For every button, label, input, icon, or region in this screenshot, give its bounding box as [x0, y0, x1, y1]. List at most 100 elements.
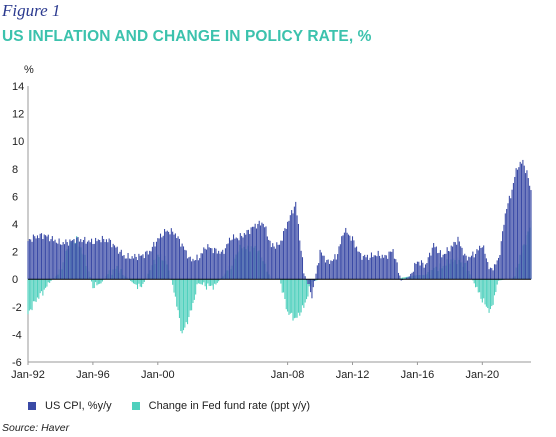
cpi-bar	[42, 239, 44, 280]
cpi-bar	[301, 257, 304, 280]
legend-item-cpi: US CPI, %y/y	[28, 400, 112, 412]
cpi-bar	[35, 238, 37, 280]
cpi-bar	[445, 253, 447, 280]
cpi-bar	[127, 252, 129, 280]
fed-bar	[215, 279, 217, 285]
cpi-bar	[228, 237, 231, 280]
cpi-bar	[308, 279, 310, 285]
cpi-bar	[307, 279, 309, 285]
cpi-bar	[195, 259, 197, 280]
cpi-bar	[389, 251, 391, 280]
fed-bar	[487, 279, 489, 309]
cpi-bar	[297, 223, 299, 280]
fed-bar	[481, 279, 483, 303]
cpi-bar	[164, 228, 166, 280]
cpi-bar	[209, 247, 212, 280]
fed-bar	[35, 279, 37, 302]
y-tick-label: 12	[12, 109, 24, 121]
cpi-bar	[475, 253, 477, 280]
cpi-bar	[46, 236, 48, 280]
cpi-bar	[142, 254, 144, 280]
source-note: Source: Haver	[2, 422, 70, 434]
cpi-bar	[222, 249, 224, 280]
cpi-bar	[429, 252, 431, 280]
cpi-bar	[496, 260, 498, 280]
cpi-bar	[185, 250, 187, 280]
fed-bar	[96, 279, 98, 286]
fed-bar	[30, 279, 32, 310]
cpi-bar	[74, 243, 76, 280]
cpi-bar	[323, 255, 325, 280]
cpi-bar	[100, 242, 102, 280]
cpi-bar	[288, 220, 290, 280]
cpi-bar	[162, 235, 164, 280]
fed-bar	[209, 279, 212, 286]
cpi-bar	[284, 228, 286, 280]
cpi-bar	[519, 161, 521, 280]
cpi-bar	[80, 239, 82, 280]
fed-bar	[498, 279, 500, 281]
cpi-bar	[381, 254, 383, 280]
cpi-bar	[274, 248, 276, 280]
y-tick-label: 8	[12, 164, 18, 176]
y-tick-label: 0	[12, 274, 18, 286]
cpi-bar	[72, 240, 74, 280]
cpi-bar	[420, 260, 423, 280]
cpi-bar	[337, 254, 339, 280]
cpi-bar	[238, 240, 240, 280]
cpi-bar	[335, 259, 337, 280]
cpi-bar	[342, 235, 344, 280]
cpi-bar	[399, 275, 401, 280]
x-tick-label: Jan-08	[271, 369, 305, 381]
cpi-bar	[388, 251, 390, 280]
fed-bar	[292, 279, 294, 321]
figure-label: Figure 1	[2, 1, 61, 20]
cpi-bar	[270, 247, 272, 280]
cpi-bar	[518, 167, 520, 280]
cpi-bar	[77, 237, 79, 280]
cpi-bar	[326, 259, 328, 280]
cpi-bar	[400, 279, 402, 281]
fed-bar	[99, 279, 101, 284]
cpi-bar	[85, 243, 87, 280]
cpi-bar	[173, 234, 175, 280]
cpi-bar	[511, 189, 513, 280]
cpi-bar	[387, 258, 389, 280]
fed-bar	[34, 279, 36, 302]
cpi-bar	[76, 237, 78, 280]
fed-bar	[138, 279, 140, 284]
cpi-bar	[219, 253, 221, 280]
cpi-bar	[196, 254, 198, 280]
fed-bar	[484, 279, 486, 305]
cpi-bar	[97, 239, 99, 280]
fed-bar	[297, 279, 299, 313]
legend-label-fed: Change in Fed fund rate (ppt y/y)	[148, 400, 311, 412]
cpi-bar	[101, 235, 103, 280]
cpi-bar	[246, 230, 248, 280]
cpi-bar	[45, 235, 47, 280]
cpi-bar	[360, 253, 362, 280]
cpi-bar	[62, 242, 64, 280]
cpi-bar	[188, 257, 190, 280]
cpi-bar	[91, 238, 93, 280]
cpi-bar	[460, 246, 462, 280]
cpi-bar	[300, 250, 302, 280]
cpi-bar	[54, 239, 56, 280]
cpi-bar	[464, 253, 466, 280]
fed-bar	[475, 279, 477, 288]
cpi-bar	[276, 242, 278, 280]
cpi-bar	[489, 267, 491, 280]
cpi-bar	[51, 236, 53, 280]
fed-bar	[101, 279, 103, 282]
cpi-bar	[242, 237, 244, 280]
fed-bar	[130, 279, 132, 282]
fed-bar	[495, 279, 497, 293]
cpi-bar	[345, 227, 347, 280]
cpi-bar	[423, 267, 425, 280]
cpi-bar	[47, 234, 49, 280]
fed-bar	[496, 279, 498, 285]
cpi-bar	[191, 261, 193, 280]
cpi-bar	[456, 244, 458, 280]
cpi-bar	[357, 251, 359, 280]
fed-bar	[201, 279, 203, 285]
